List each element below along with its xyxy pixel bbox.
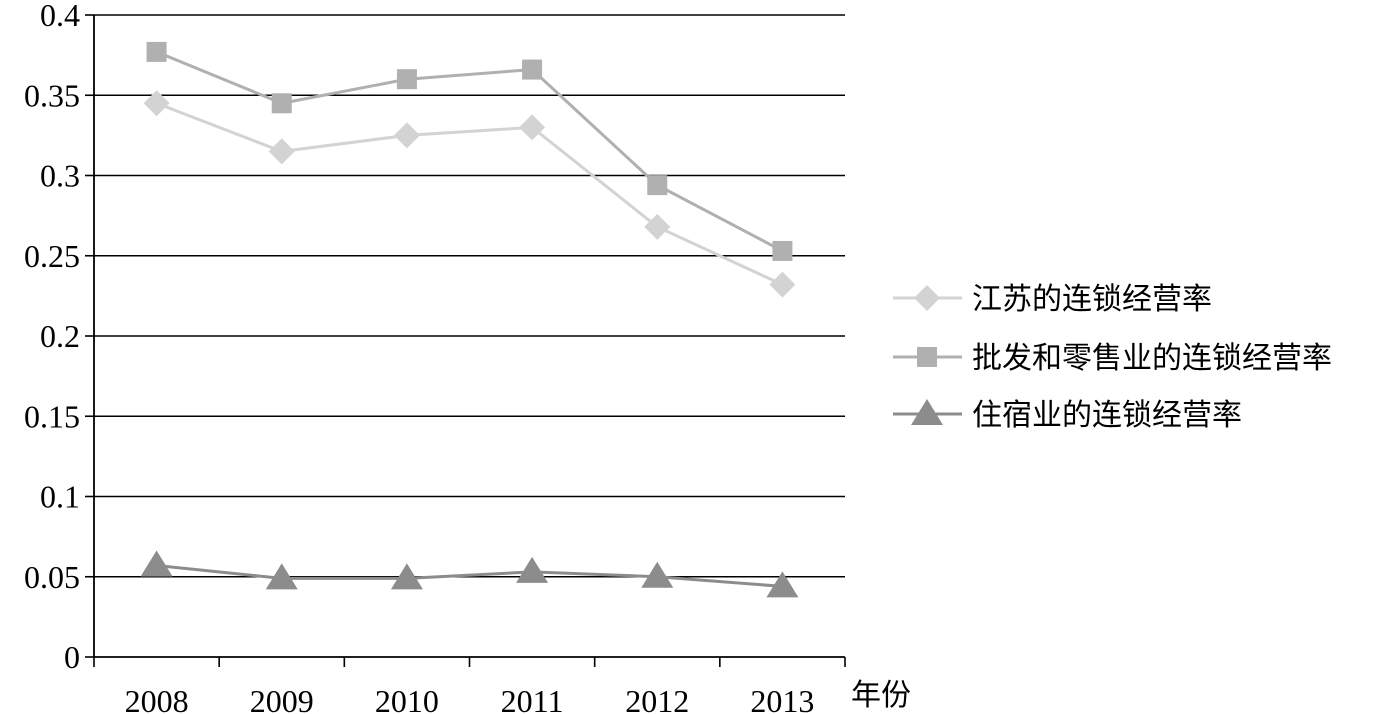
data-point-s3-2013 — [766, 571, 799, 598]
data-point-s1-2012 — [644, 213, 671, 240]
axes: 0 0.05 0.1 0.15 0.2 0.25 0.3 0.35 0.4 2008 2009 201… — [24, 0, 911, 714]
y-tick-label: 0.05 — [24, 559, 80, 595]
x-tick-label: 2010 — [375, 683, 439, 714]
y-tick-label: 0.25 — [24, 238, 80, 274]
x-axis-unit-label: 年份 — [851, 678, 911, 713]
data-point-s2-2009 — [271, 93, 292, 114]
data-point-s1-2008 — [143, 90, 170, 117]
y-tick-label: 0.35 — [24, 77, 80, 113]
data-point-s3-2010 — [390, 563, 423, 590]
series-line-2 — [156, 50, 784, 253]
legend-label-2: 批发和零售业的连锁经营率 — [972, 341, 1332, 376]
data-point-s3-2008 — [140, 550, 173, 577]
data-markers — [140, 41, 799, 598]
data-point-s1-2009 — [268, 138, 295, 165]
x-tick-label: 2013 — [750, 683, 814, 714]
series-line-3 — [156, 564, 783, 588]
legend-label-1: 江苏的连锁经营率 — [972, 282, 1212, 317]
x-tick-label: 2012 — [625, 683, 689, 714]
x-tick-label: 2011 — [501, 683, 564, 714]
y-tick-label: 0 — [64, 639, 80, 675]
data-point-s2-2010 — [396, 69, 417, 90]
data-point-s1-2013 — [769, 271, 796, 298]
y-tick-label: 0.4 — [40, 0, 80, 33]
x-tick-label: 2009 — [250, 683, 314, 714]
data-point-s1-2010 — [393, 122, 420, 149]
data-point-s3-2009 — [265, 563, 298, 590]
series-lines — [156, 50, 784, 588]
series-line-1 — [156, 101, 784, 287]
data-point-s3-2012 — [641, 561, 674, 588]
grid-lines — [94, 14, 845, 578]
data-point-s2-2008 — [146, 41, 167, 62]
y-tick-label: 0.1 — [40, 479, 80, 515]
data-point-s3-2011 — [516, 556, 549, 583]
legend-marker-1 — [914, 285, 940, 311]
data-point-s1-2011 — [519, 114, 546, 141]
legend-marker-2 — [917, 347, 937, 367]
legend-marker-3 — [911, 399, 943, 425]
y-tick-label: 0.15 — [24, 398, 80, 434]
data-point-s2-2011 — [522, 59, 543, 80]
legend-label-3: 住宿业的连锁经营率 — [972, 398, 1242, 433]
data-point-s2-2012 — [647, 175, 668, 196]
y-tick-label: 0.3 — [40, 158, 80, 194]
x-tick-label: 2008 — [125, 683, 189, 714]
data-point-s2-2013 — [772, 240, 793, 261]
y-tick-label: 0.2 — [40, 318, 80, 354]
